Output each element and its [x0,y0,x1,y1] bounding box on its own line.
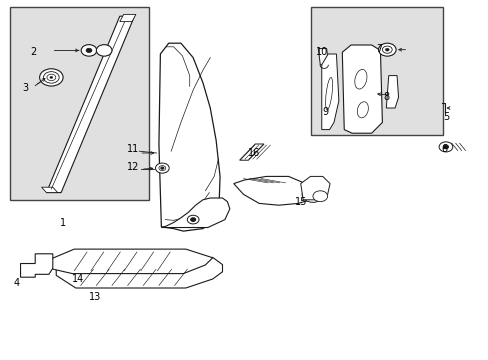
Bar [10,7,149,200]
Circle shape [161,167,163,169]
Text: 11: 11 [126,144,139,154]
Ellipse shape [354,69,366,89]
Ellipse shape [325,77,332,110]
Polygon shape [49,249,212,274]
Text: 3: 3 [22,83,28,93]
Polygon shape [161,198,229,228]
Circle shape [378,43,395,56]
Polygon shape [386,76,398,108]
Polygon shape [318,49,328,65]
Polygon shape [159,43,220,231]
Circle shape [312,191,327,202]
Text: 4: 4 [13,278,19,288]
Text: 2: 2 [30,47,36,57]
Circle shape [159,166,165,171]
Polygon shape [321,54,338,130]
Polygon shape [20,254,53,277]
Circle shape [86,48,92,53]
Text: 15: 15 [294,197,306,207]
Text: 5: 5 [443,112,448,122]
Text: 12: 12 [126,162,139,172]
Circle shape [187,215,199,224]
Polygon shape [46,16,134,193]
Circle shape [302,186,323,202]
Circle shape [81,45,97,56]
Polygon shape [233,176,312,205]
Circle shape [155,163,169,173]
Bar [310,7,442,135]
Text: 14: 14 [72,274,84,284]
Circle shape [47,74,56,81]
Circle shape [443,145,447,149]
Circle shape [40,69,63,86]
Polygon shape [41,187,58,193]
Text: 16: 16 [247,148,260,158]
Text: 8: 8 [383,92,388,102]
Text: 6: 6 [440,144,446,154]
Text: 9: 9 [322,107,327,117]
Circle shape [190,218,195,221]
Text: 13: 13 [89,292,102,302]
Polygon shape [300,176,329,200]
Ellipse shape [357,102,367,118]
Circle shape [96,45,112,56]
Text: 10: 10 [315,47,327,57]
Circle shape [43,72,59,83]
Text: 7: 7 [375,44,381,54]
Polygon shape [239,144,264,160]
Circle shape [50,76,53,78]
Polygon shape [342,45,382,133]
Polygon shape [56,257,222,288]
Circle shape [385,48,388,51]
Circle shape [382,46,391,53]
Circle shape [438,142,452,152]
Text: 1: 1 [60,218,65,228]
Polygon shape [120,14,136,22]
